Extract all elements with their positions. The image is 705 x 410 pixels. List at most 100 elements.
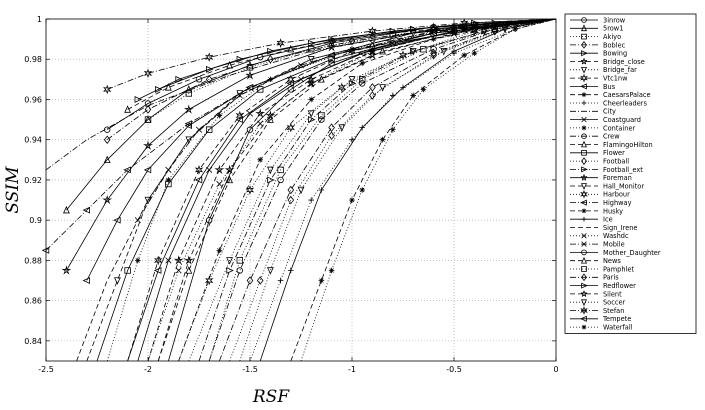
series-line [178, 18, 557, 362]
data-point [165, 180, 172, 188]
series-line [239, 18, 557, 362]
data-point [349, 46, 355, 52]
x-tick-label: -1 [348, 365, 356, 374]
series-harbour [178, 18, 557, 362]
data-point [123, 166, 131, 174]
data-point [328, 123, 335, 132]
legend-marker [581, 208, 587, 214]
legend-entry: Foreman [570, 174, 632, 182]
legend-marker [581, 282, 588, 289]
legend-entry: FlamingoHilton [570, 140, 653, 149]
data-point [143, 166, 152, 174]
legend-label: 3inrow [603, 16, 626, 24]
legend-label: Bridge_close [603, 58, 645, 66]
series-line [76, 18, 557, 362]
legend-marker [581, 41, 587, 49]
data-point [113, 216, 121, 224]
data-point [143, 140, 153, 150]
data-point [349, 197, 355, 203]
series-line [137, 18, 557, 362]
data-point [134, 217, 141, 224]
legend-entry: Flower [570, 149, 625, 157]
data-point [185, 136, 193, 144]
data-point [368, 30, 376, 39]
series-redflower [134, 18, 557, 103]
legend-label: Pamphlet [603, 265, 634, 273]
legend-marker [580, 174, 588, 181]
data-point [134, 96, 143, 103]
data-point [410, 92, 416, 99]
data-point [153, 267, 162, 274]
legend-marker [581, 157, 587, 165]
legend-entry: Akiyo [570, 33, 621, 41]
legend-marker [581, 33, 587, 40]
legend-label: Stefan [603, 307, 624, 315]
data-point [245, 83, 254, 91]
legend-entry: Crew [570, 133, 620, 141]
legend-entry: Bridge_far [570, 66, 637, 74]
legend-entry: Sign_Irene [570, 224, 637, 232]
legend-marker [581, 149, 587, 156]
x-tick-label: 0 [553, 365, 558, 374]
legend-label: Highway [603, 199, 632, 207]
data-point [103, 126, 111, 133]
series-line [45, 18, 557, 171]
y-tick-label: 0.86 [24, 297, 42, 306]
series-waterfall [300, 18, 557, 362]
data-point [471, 50, 478, 56]
series-line [147, 18, 557, 362]
series-line [127, 18, 557, 110]
data-point [318, 277, 325, 284]
legend-label: Tempete [602, 315, 631, 323]
legend-label: Mobile [603, 241, 625, 249]
legend-label: Coastguard [603, 116, 641, 124]
series-line [157, 18, 557, 362]
data-point [144, 196, 152, 205]
legend-entry: Bridge_close [570, 58, 645, 66]
data-point [154, 255, 163, 266]
data-point [236, 257, 243, 264]
legend-label: FlamingoHilton [603, 141, 653, 149]
legend-marker [581, 166, 588, 173]
series-paris [219, 18, 557, 362]
data-point [398, 50, 408, 61]
y-tick-label: 0.94 [24, 136, 42, 145]
data-point [135, 257, 141, 264]
data-point [297, 62, 305, 69]
data-point [205, 75, 213, 84]
data-point [206, 65, 214, 73]
data-point [224, 164, 235, 175]
data-point [481, 27, 489, 35]
data-point [318, 112, 325, 119]
data-point [337, 82, 346, 93]
series-line [106, 18, 557, 141]
data-point [308, 116, 316, 124]
data-point [184, 120, 192, 128]
data-point [359, 80, 366, 87]
data-point [328, 267, 335, 274]
legend-marker [581, 92, 587, 98]
data-point [348, 36, 356, 46]
data-point [409, 47, 417, 56]
data-point [326, 41, 337, 52]
y-tick-label: 0.92 [24, 176, 42, 185]
axis-ticks: -2.5 -2 -1.5 -1 -0.5 0 0.84 0.86 0.88 0.9 0.92 0.94… [24, 15, 558, 374]
data-point [226, 175, 234, 184]
series-line [208, 18, 557, 362]
legend-entry: Football_ext [570, 166, 643, 174]
legend-entry: Cheerleaders [570, 99, 647, 107]
legend-entry: Soccer [570, 299, 626, 307]
legend-marker [580, 58, 588, 65]
legend-label: Container [603, 124, 636, 132]
x-tick-label: -0.5 [446, 365, 462, 374]
series-line [208, 18, 557, 362]
legend-entry: Mobile [570, 241, 625, 249]
data-point [245, 185, 255, 195]
data-point [328, 131, 335, 140]
legend-entry: Mother_Daughter [570, 249, 661, 257]
data-point [194, 165, 204, 175]
data-point [328, 35, 336, 43]
legend-marker [581, 249, 587, 256]
legend-marker [580, 299, 588, 307]
data-point [390, 126, 396, 133]
